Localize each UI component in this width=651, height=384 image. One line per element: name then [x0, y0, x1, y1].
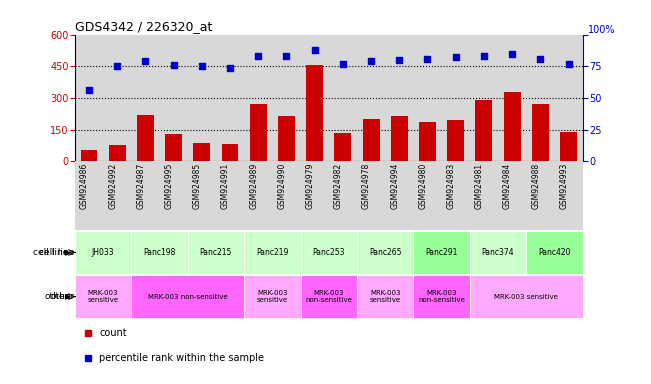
- Text: GSM924992: GSM924992: [108, 163, 117, 209]
- Bar: [81, 150, 98, 161]
- Point: [140, 58, 150, 64]
- Text: GSM924988: GSM924988: [531, 163, 540, 209]
- Text: JH033: JH033: [92, 248, 115, 257]
- Bar: [306, 65, 323, 161]
- Bar: [532, 104, 549, 161]
- Text: GSM924982: GSM924982: [334, 163, 343, 209]
- Point: [197, 63, 207, 69]
- Text: cell line: cell line: [33, 248, 68, 257]
- Text: GSM924985: GSM924985: [193, 163, 202, 209]
- Point: [281, 53, 292, 59]
- Text: GSM924991: GSM924991: [221, 163, 230, 209]
- Bar: [187, 231, 244, 274]
- Bar: [244, 275, 301, 318]
- Text: GSM924989: GSM924989: [249, 163, 258, 209]
- Text: other: other: [51, 292, 75, 301]
- Text: MRK-003
sensitive: MRK-003 sensitive: [256, 290, 288, 303]
- Bar: [278, 116, 295, 161]
- Text: count: count: [99, 328, 127, 338]
- Bar: [75, 275, 132, 318]
- Text: Panc420: Panc420: [538, 248, 571, 257]
- Text: Panc198: Panc198: [143, 248, 176, 257]
- Point: [84, 87, 94, 93]
- Text: ▶: ▶: [65, 292, 72, 301]
- Text: MRK-003 sensitive: MRK-003 sensitive: [494, 294, 558, 300]
- Point: [394, 57, 404, 63]
- Bar: [109, 146, 126, 161]
- Bar: [193, 143, 210, 161]
- Text: Panc215: Panc215: [200, 248, 232, 257]
- Point: [169, 62, 179, 68]
- Text: GSM924984: GSM924984: [503, 163, 512, 209]
- Point: [422, 56, 433, 62]
- Text: MRK-003
sensitive: MRK-003 sensitive: [87, 290, 118, 303]
- Point: [338, 61, 348, 67]
- Text: GSM924980: GSM924980: [419, 163, 428, 209]
- Point: [478, 53, 489, 59]
- Text: Panc374: Panc374: [482, 248, 514, 257]
- Point: [366, 58, 376, 64]
- Text: GSM924978: GSM924978: [362, 163, 371, 209]
- Bar: [526, 231, 583, 274]
- Bar: [132, 275, 244, 318]
- Text: GSM924990: GSM924990: [277, 163, 286, 209]
- Bar: [413, 275, 470, 318]
- Bar: [391, 116, 408, 161]
- Text: MRK-003
sensitive: MRK-003 sensitive: [370, 290, 401, 303]
- Text: 100%: 100%: [588, 25, 615, 35]
- Text: GSM924987: GSM924987: [137, 163, 145, 209]
- Bar: [419, 122, 436, 161]
- Text: Panc265: Panc265: [369, 248, 402, 257]
- Text: GSM924981: GSM924981: [475, 163, 484, 209]
- Text: ▶: ▶: [65, 248, 72, 257]
- Text: MRK-003
non-sensitive: MRK-003 non-sensitive: [305, 290, 352, 303]
- Point: [253, 53, 264, 59]
- Text: GSM924994: GSM924994: [391, 163, 399, 209]
- Point: [225, 65, 235, 71]
- Text: cell line: cell line: [40, 248, 75, 257]
- Bar: [165, 134, 182, 161]
- Point: [112, 63, 122, 69]
- Text: GSM924986: GSM924986: [80, 163, 89, 209]
- Bar: [357, 275, 413, 318]
- Bar: [137, 115, 154, 161]
- Text: percentile rank within the sample: percentile rank within the sample: [99, 353, 264, 362]
- Text: GSM924983: GSM924983: [447, 163, 456, 209]
- Text: other: other: [44, 292, 68, 301]
- Text: MRK-003
non-sensitive: MRK-003 non-sensitive: [418, 290, 465, 303]
- Bar: [250, 104, 267, 161]
- Bar: [221, 144, 238, 161]
- Text: Panc219: Panc219: [256, 248, 288, 257]
- Bar: [560, 132, 577, 161]
- Point: [535, 56, 546, 62]
- Bar: [244, 231, 301, 274]
- Text: Panc253: Panc253: [312, 248, 345, 257]
- Text: GSM924979: GSM924979: [306, 163, 314, 209]
- Bar: [357, 231, 413, 274]
- Bar: [132, 231, 187, 274]
- Point: [563, 61, 574, 67]
- Text: GSM924995: GSM924995: [165, 163, 174, 209]
- Text: GSM924993: GSM924993: [560, 163, 568, 209]
- Text: Panc291: Panc291: [425, 248, 458, 257]
- Bar: [470, 231, 526, 274]
- Point: [507, 50, 518, 56]
- Bar: [75, 231, 132, 274]
- Bar: [301, 231, 357, 274]
- Bar: [504, 91, 521, 161]
- Text: GDS4342 / 226320_at: GDS4342 / 226320_at: [75, 20, 212, 33]
- Bar: [335, 133, 352, 161]
- Bar: [413, 231, 470, 274]
- Bar: [470, 275, 583, 318]
- Text: MRK-003 non-sensitive: MRK-003 non-sensitive: [148, 294, 227, 300]
- Bar: [475, 100, 492, 161]
- Point: [309, 47, 320, 53]
- Point: [450, 54, 461, 60]
- Bar: [447, 120, 464, 161]
- Bar: [363, 119, 380, 161]
- Bar: [301, 275, 357, 318]
